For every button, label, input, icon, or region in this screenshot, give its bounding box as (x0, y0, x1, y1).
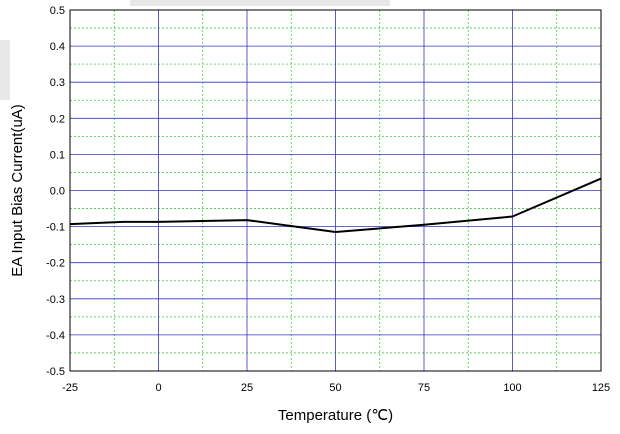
plot-frame (69, 9, 602, 372)
x-tick-label: 100 (503, 382, 521, 394)
x-tick-label: 50 (329, 382, 341, 394)
y-tick-label: 0.3 (50, 77, 65, 89)
y-tick-label: -0.3 (46, 294, 65, 306)
x-tick-label: 25 (241, 382, 253, 394)
y-tick-label: 0.0 (50, 186, 65, 198)
y-tick-label: -0.5 (46, 366, 65, 378)
x-tick-label: 0 (155, 382, 161, 394)
watermark-shape-top (130, 0, 390, 6)
series-line (69, 177, 602, 234)
x-tick-label: 75 (418, 382, 430, 394)
x-tick-label: 125 (592, 382, 610, 394)
y-tick-label: 0.4 (50, 41, 65, 53)
x-tick-labels: -25 0 25 50 75 100 125 (62, 382, 610, 394)
major-grid (69, 9, 602, 372)
y-tick-label: 0.2 (50, 113, 65, 125)
y-tick-label: 0.1 (50, 149, 65, 161)
x-axis-title: Temperature (℃) (278, 407, 393, 424)
y-axis-title: EA Input Bias Current(uA) (9, 104, 26, 277)
y-tick-label: -0.1 (46, 222, 65, 234)
y-tick-labels: -0.5 -0.4 -0.3 -0.2 -0.1 0.0 0.1 0.2 0.3 0.4 0.5 (46, 5, 65, 378)
x-tick-label: -25 (62, 382, 78, 394)
y-tick-label: 0.5 (50, 5, 65, 17)
y-tick-label: -0.2 (46, 258, 65, 270)
series-layer (69, 177, 602, 234)
watermark-shape-left (0, 40, 10, 100)
y-tick-label: -0.4 (46, 330, 65, 342)
